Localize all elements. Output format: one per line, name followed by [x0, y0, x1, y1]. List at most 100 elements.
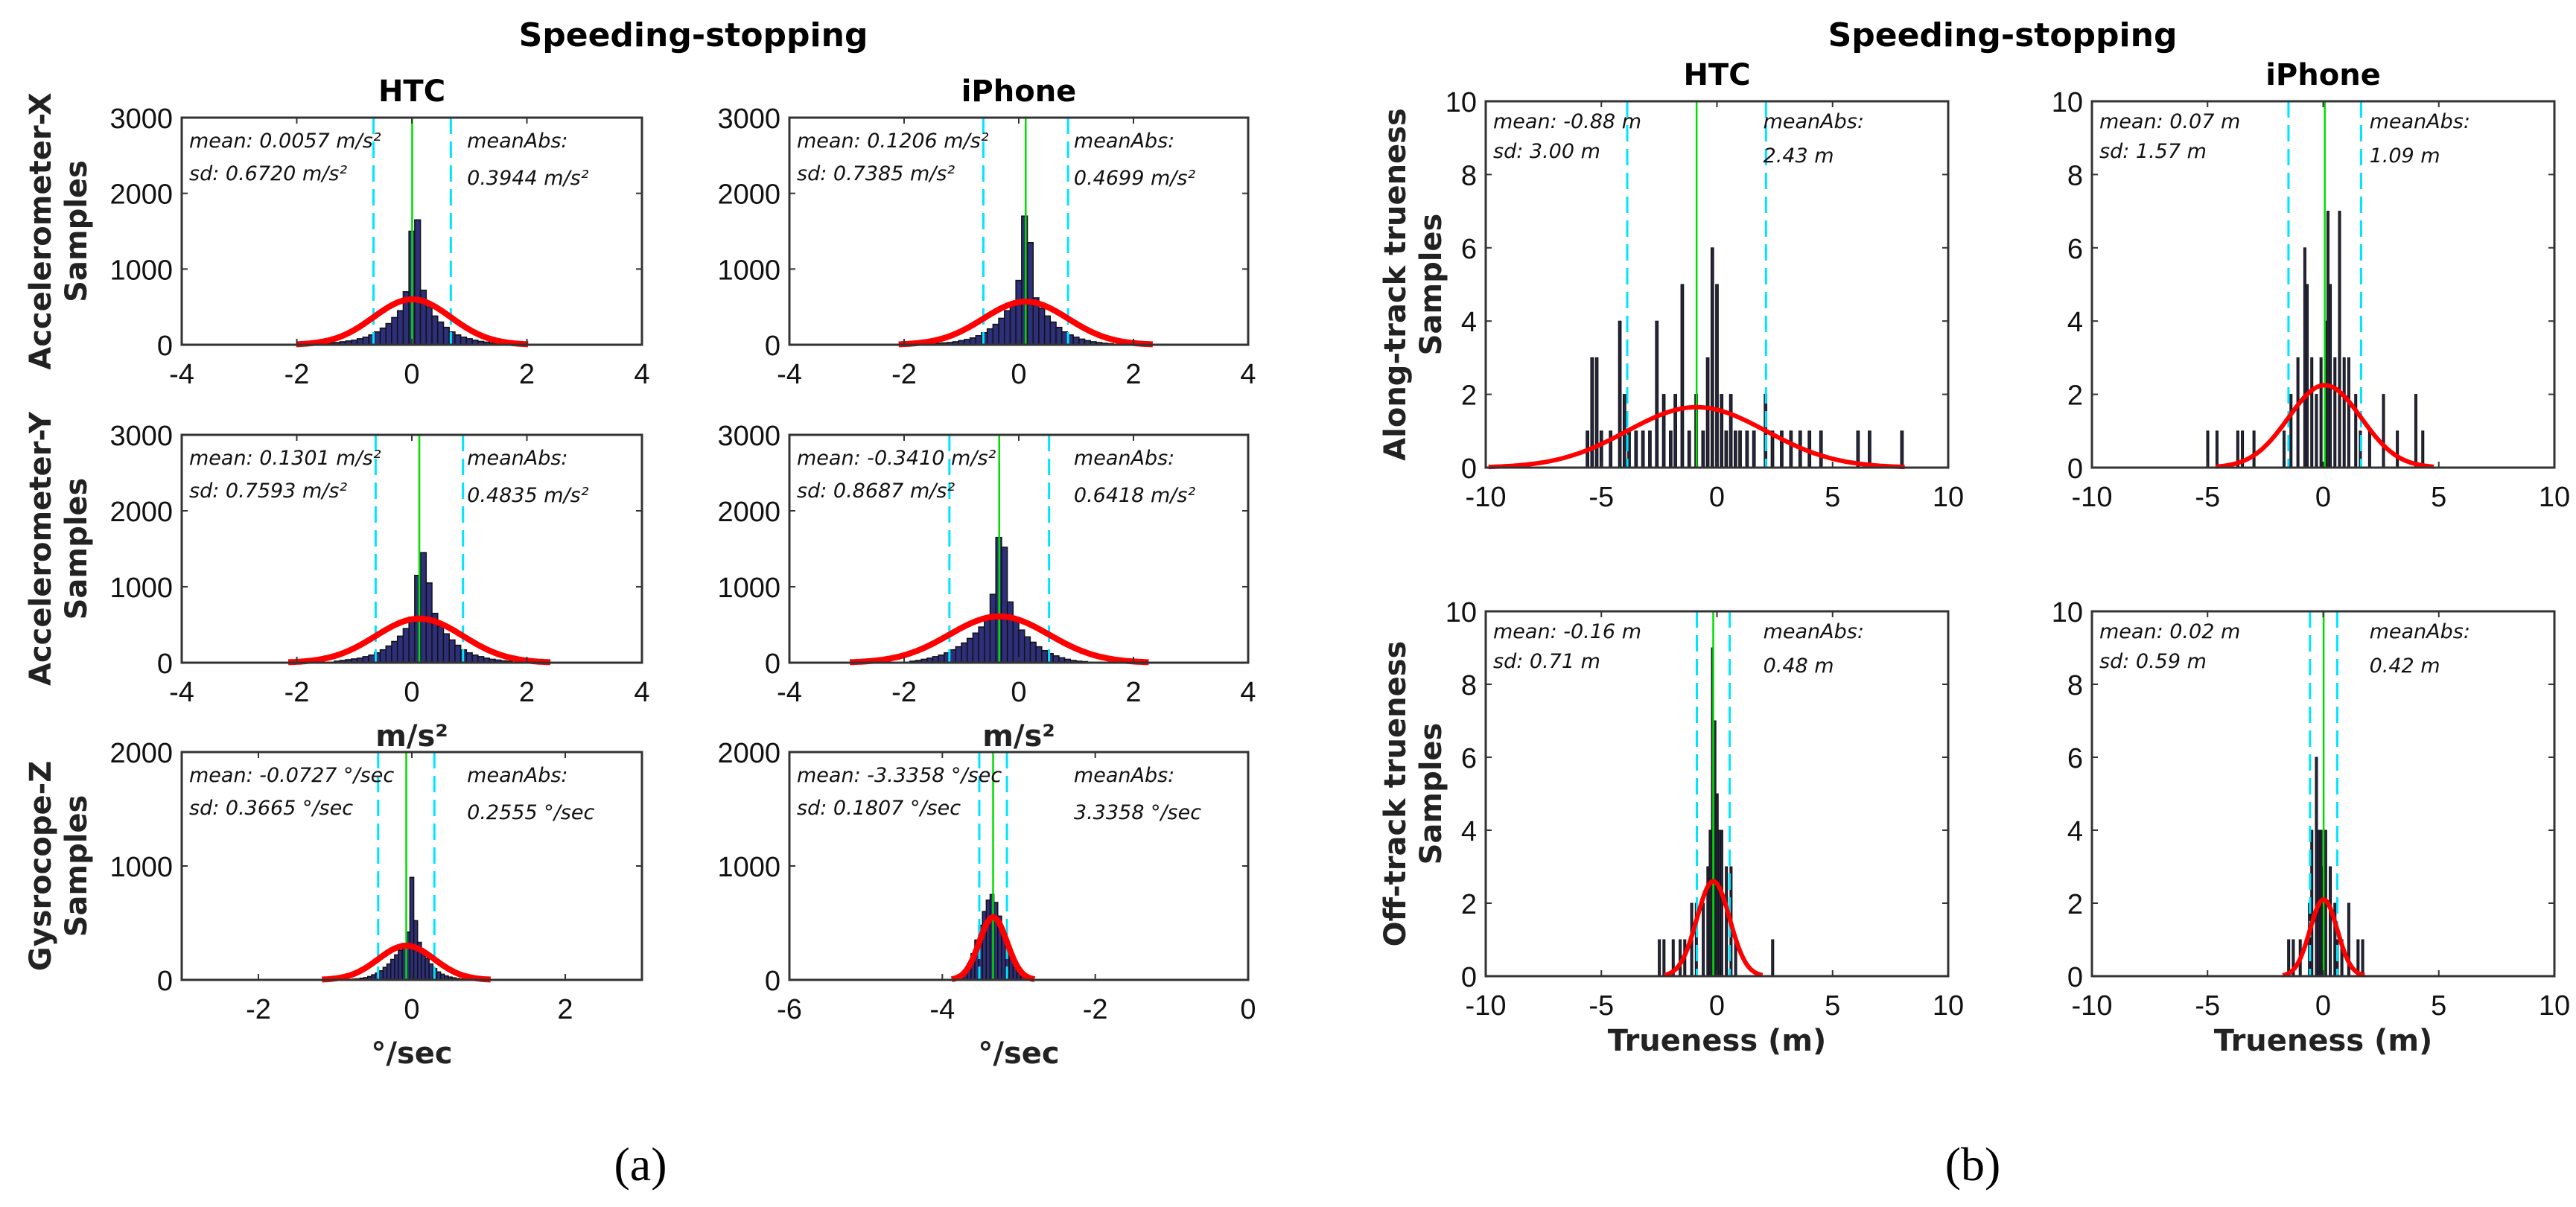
histogram-bar: [985, 899, 991, 981]
sd-annotation: sd: 0.6720 m/s²: [189, 162, 347, 185]
histogram-bar: [1041, 649, 1049, 663]
column-title: HTC: [1683, 58, 1750, 92]
y-tick-label: 8: [1461, 670, 1477, 701]
histogram-bar: [1662, 939, 1666, 977]
meanabs-label: meanAbs:: [467, 130, 567, 153]
meanabs-value: 0.48 m: [1764, 655, 1834, 678]
mean-annotation: mean: -0.0727 °/sec: [189, 764, 394, 787]
x-axis-label: m/s²: [375, 719, 448, 754]
panel-b-caption: (b): [1945, 1138, 2001, 1191]
histogram-bar: [2315, 757, 2318, 977]
histogram-bar: [992, 323, 999, 345]
histogram-bar: [1708, 829, 1712, 977]
histogram-bar: [368, 655, 375, 663]
histogram-bar: [1590, 357, 1594, 468]
x-tick-label: 10: [2539, 482, 2570, 513]
y-tick-label: 1000: [109, 573, 173, 604]
y-axis-label: Off-track trueness: [1378, 641, 1413, 947]
histogram-bar: [391, 640, 398, 663]
histogram-bar: [454, 334, 462, 345]
meanabs-label: meanAbs:: [2370, 110, 2470, 133]
x-tick-label: -4: [929, 994, 955, 1025]
y-tick-label: 6: [1461, 234, 1477, 265]
y-tick-label: 0: [157, 649, 173, 680]
histogram-bar: [1049, 321, 1057, 345]
histogram-bar: [385, 322, 392, 345]
sd-annotation: sd: 3.00 m: [1493, 140, 1600, 163]
y-axis-label: Samples: [60, 160, 94, 302]
meanabs-label: meanAbs:: [467, 764, 567, 787]
histogram-bar: [2282, 430, 2286, 468]
y-tick-label: 2000: [109, 179, 173, 211]
histogram-bar: [1680, 284, 1685, 468]
meanabs-label: meanAbs:: [1074, 130, 1174, 153]
meanabs-value: 0.42 m: [2370, 655, 2440, 678]
x-tick-label: 0: [1240, 994, 1256, 1025]
histogram-bar: [431, 315, 439, 345]
column-title: iPhone: [2265, 58, 2381, 92]
histogram-bar: [1715, 284, 1719, 468]
x-axis-label: °/sec: [371, 1036, 452, 1071]
subplot-b-htc-8: -10 -5 0 5 10 0 2 4 6 8 10 mean: -0.16 m sd: 0.71 m m…: [1378, 597, 1964, 1058]
x-tick-label: 2: [1125, 359, 1141, 390]
x-tick-label: -2: [246, 994, 271, 1025]
x-axis-label: Trueness (m): [1608, 1024, 1827, 1058]
x-tick-label: 0: [1011, 359, 1026, 390]
x-tick-label: -2: [1083, 994, 1108, 1025]
normal-fit-curve: [898, 299, 1154, 348]
subplot-a-htc-2: -4 -2 0 2 4 0 1000 2000 3000 mean: 0.1301 m/s² sd:…: [24, 411, 650, 754]
y-tick-label: 2: [1461, 380, 1477, 412]
mean-annotation: mean: -0.88 m: [1493, 110, 1641, 133]
histogram-bar: [374, 331, 381, 345]
column-title: iPhone: [961, 74, 1077, 109]
y-tick-label: 3000: [109, 103, 173, 135]
column-title: HTC: [378, 74, 445, 109]
subplot-b-htc-6: -10 -5 0 5 10 0 2 4 6 8 10 mean: -0.88 m sd: 3.00 m m…: [1378, 58, 1964, 513]
histogram-bar: [975, 335, 982, 345]
histogram-bar: [1710, 247, 1714, 468]
y-tick-label: 2000: [717, 497, 780, 528]
histogram-bar: [1072, 337, 1080, 345]
x-tick-label: 0: [404, 677, 419, 708]
y-tick-label: 1000: [717, 573, 780, 604]
y-axis-label: Samples: [1414, 214, 1448, 356]
histogram-bar: [437, 625, 445, 663]
histogram-bar: [1026, 242, 1034, 345]
y-tick-label: 0: [765, 966, 780, 997]
y-tick-label: 2000: [109, 497, 173, 528]
y-tick-label: 1000: [109, 255, 173, 286]
x-tick-label: 0: [2315, 990, 2331, 1022]
histogram-bar: [1012, 620, 1020, 663]
histogram-bar: [1717, 829, 1721, 977]
y-tick-label: 6: [2067, 743, 2083, 774]
y-tick-label: 4: [1461, 307, 1477, 338]
histogram-bar: [938, 655, 945, 663]
mean-annotation: mean: 0.1206 m/s²: [797, 130, 989, 153]
y-tick-label: 10: [2052, 597, 2083, 628]
histogram-bar: [1029, 641, 1037, 663]
mean-annotation: mean: 0.0057 m/s²: [189, 130, 381, 153]
meanabs-value: 0.4699 m/s²: [1074, 167, 1196, 190]
x-tick-label: 4: [634, 359, 649, 390]
mean-annotation: mean: -0.16 m: [1493, 620, 1641, 643]
x-axis-label: m/s²: [982, 719, 1055, 754]
mean-annotation: mean: 0.07 m: [2099, 110, 2240, 133]
histogram-bar: [1868, 430, 1871, 468]
x-tick-label: -5: [2195, 482, 2220, 513]
histogram-bar: [2315, 394, 2318, 468]
histogram-bar: [398, 949, 403, 981]
x-tick-label: 0: [404, 359, 419, 390]
histogram-bar: [396, 635, 404, 663]
x-tick-label: 2: [1125, 677, 1141, 708]
histogram-bar: [2367, 430, 2371, 468]
subplot-a-iphone-1: -4 -2 0 2 4 0 1000 2000 3000 mean: 0.1206 m/s² sd:…: [717, 74, 1256, 390]
normal-fit-curve: [1488, 404, 1905, 470]
mean-annotation: mean: -0.3410 m/s²: [797, 447, 996, 470]
sd-annotation: sd: 0.7385 m/s²: [797, 162, 955, 185]
y-tick-label: 10: [2052, 87, 2083, 118]
histogram-bar: [1641, 430, 1645, 468]
sd-annotation: sd: 0.3665 °/sec: [189, 797, 353, 820]
meanabs-value: 2.43 m: [1764, 144, 1834, 168]
panel-b-title: Speeding-stopping: [1828, 16, 2178, 54]
histogram-bar: [2361, 939, 2364, 977]
